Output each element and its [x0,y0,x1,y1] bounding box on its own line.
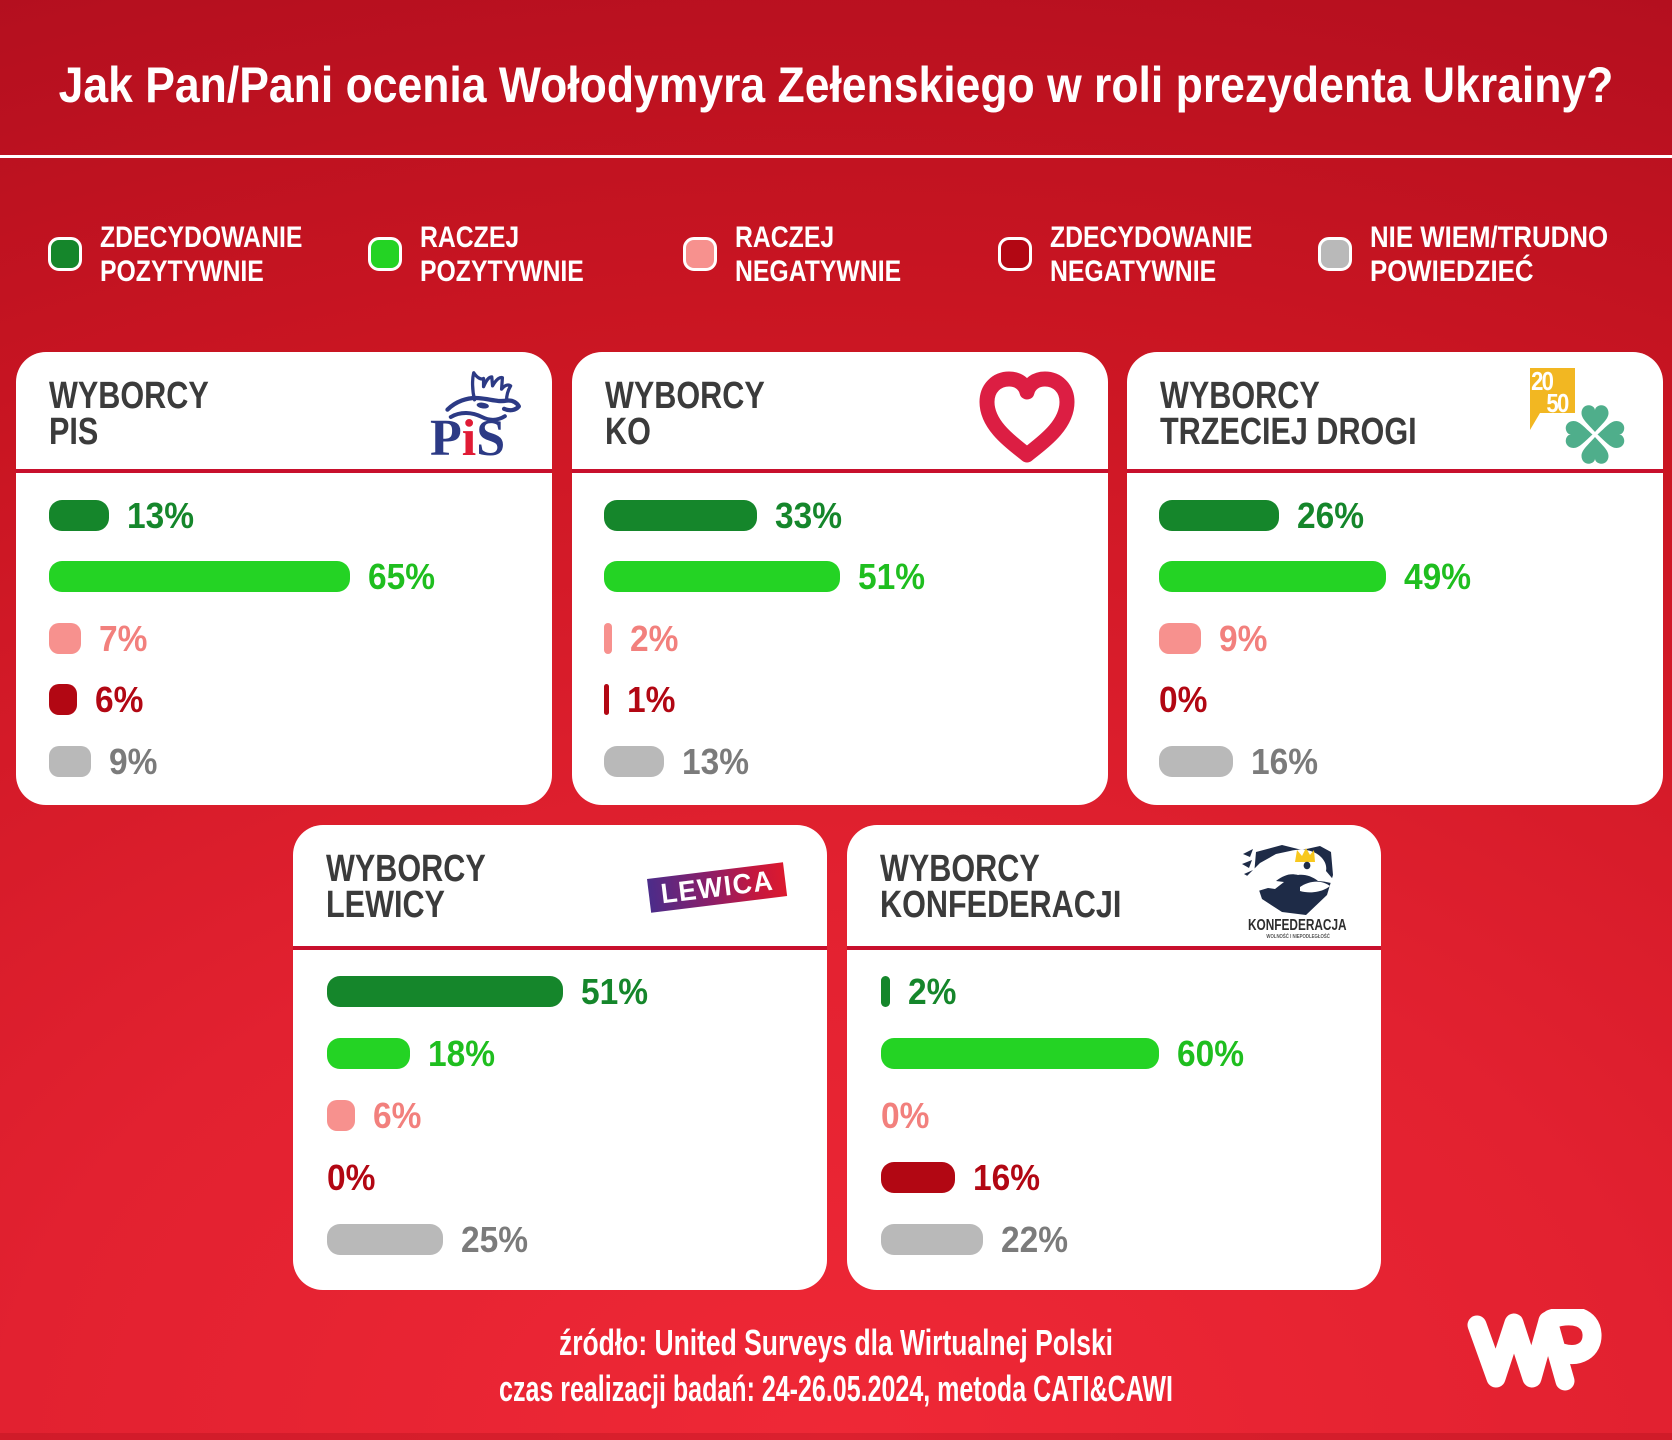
svg-text:PiS: PiS [430,410,505,460]
svg-text:50: 50 [1546,389,1568,418]
svg-text:KONFEDERACJA: KONFEDERACJA [1248,915,1347,933]
svg-text:WOLNOŚĆ I NIEPODLEGŁOŚĆ: WOLNOŚĆ I NIEPODLEGŁOŚĆ [1266,931,1330,940]
svg-text:20: 20 [1531,367,1553,396]
